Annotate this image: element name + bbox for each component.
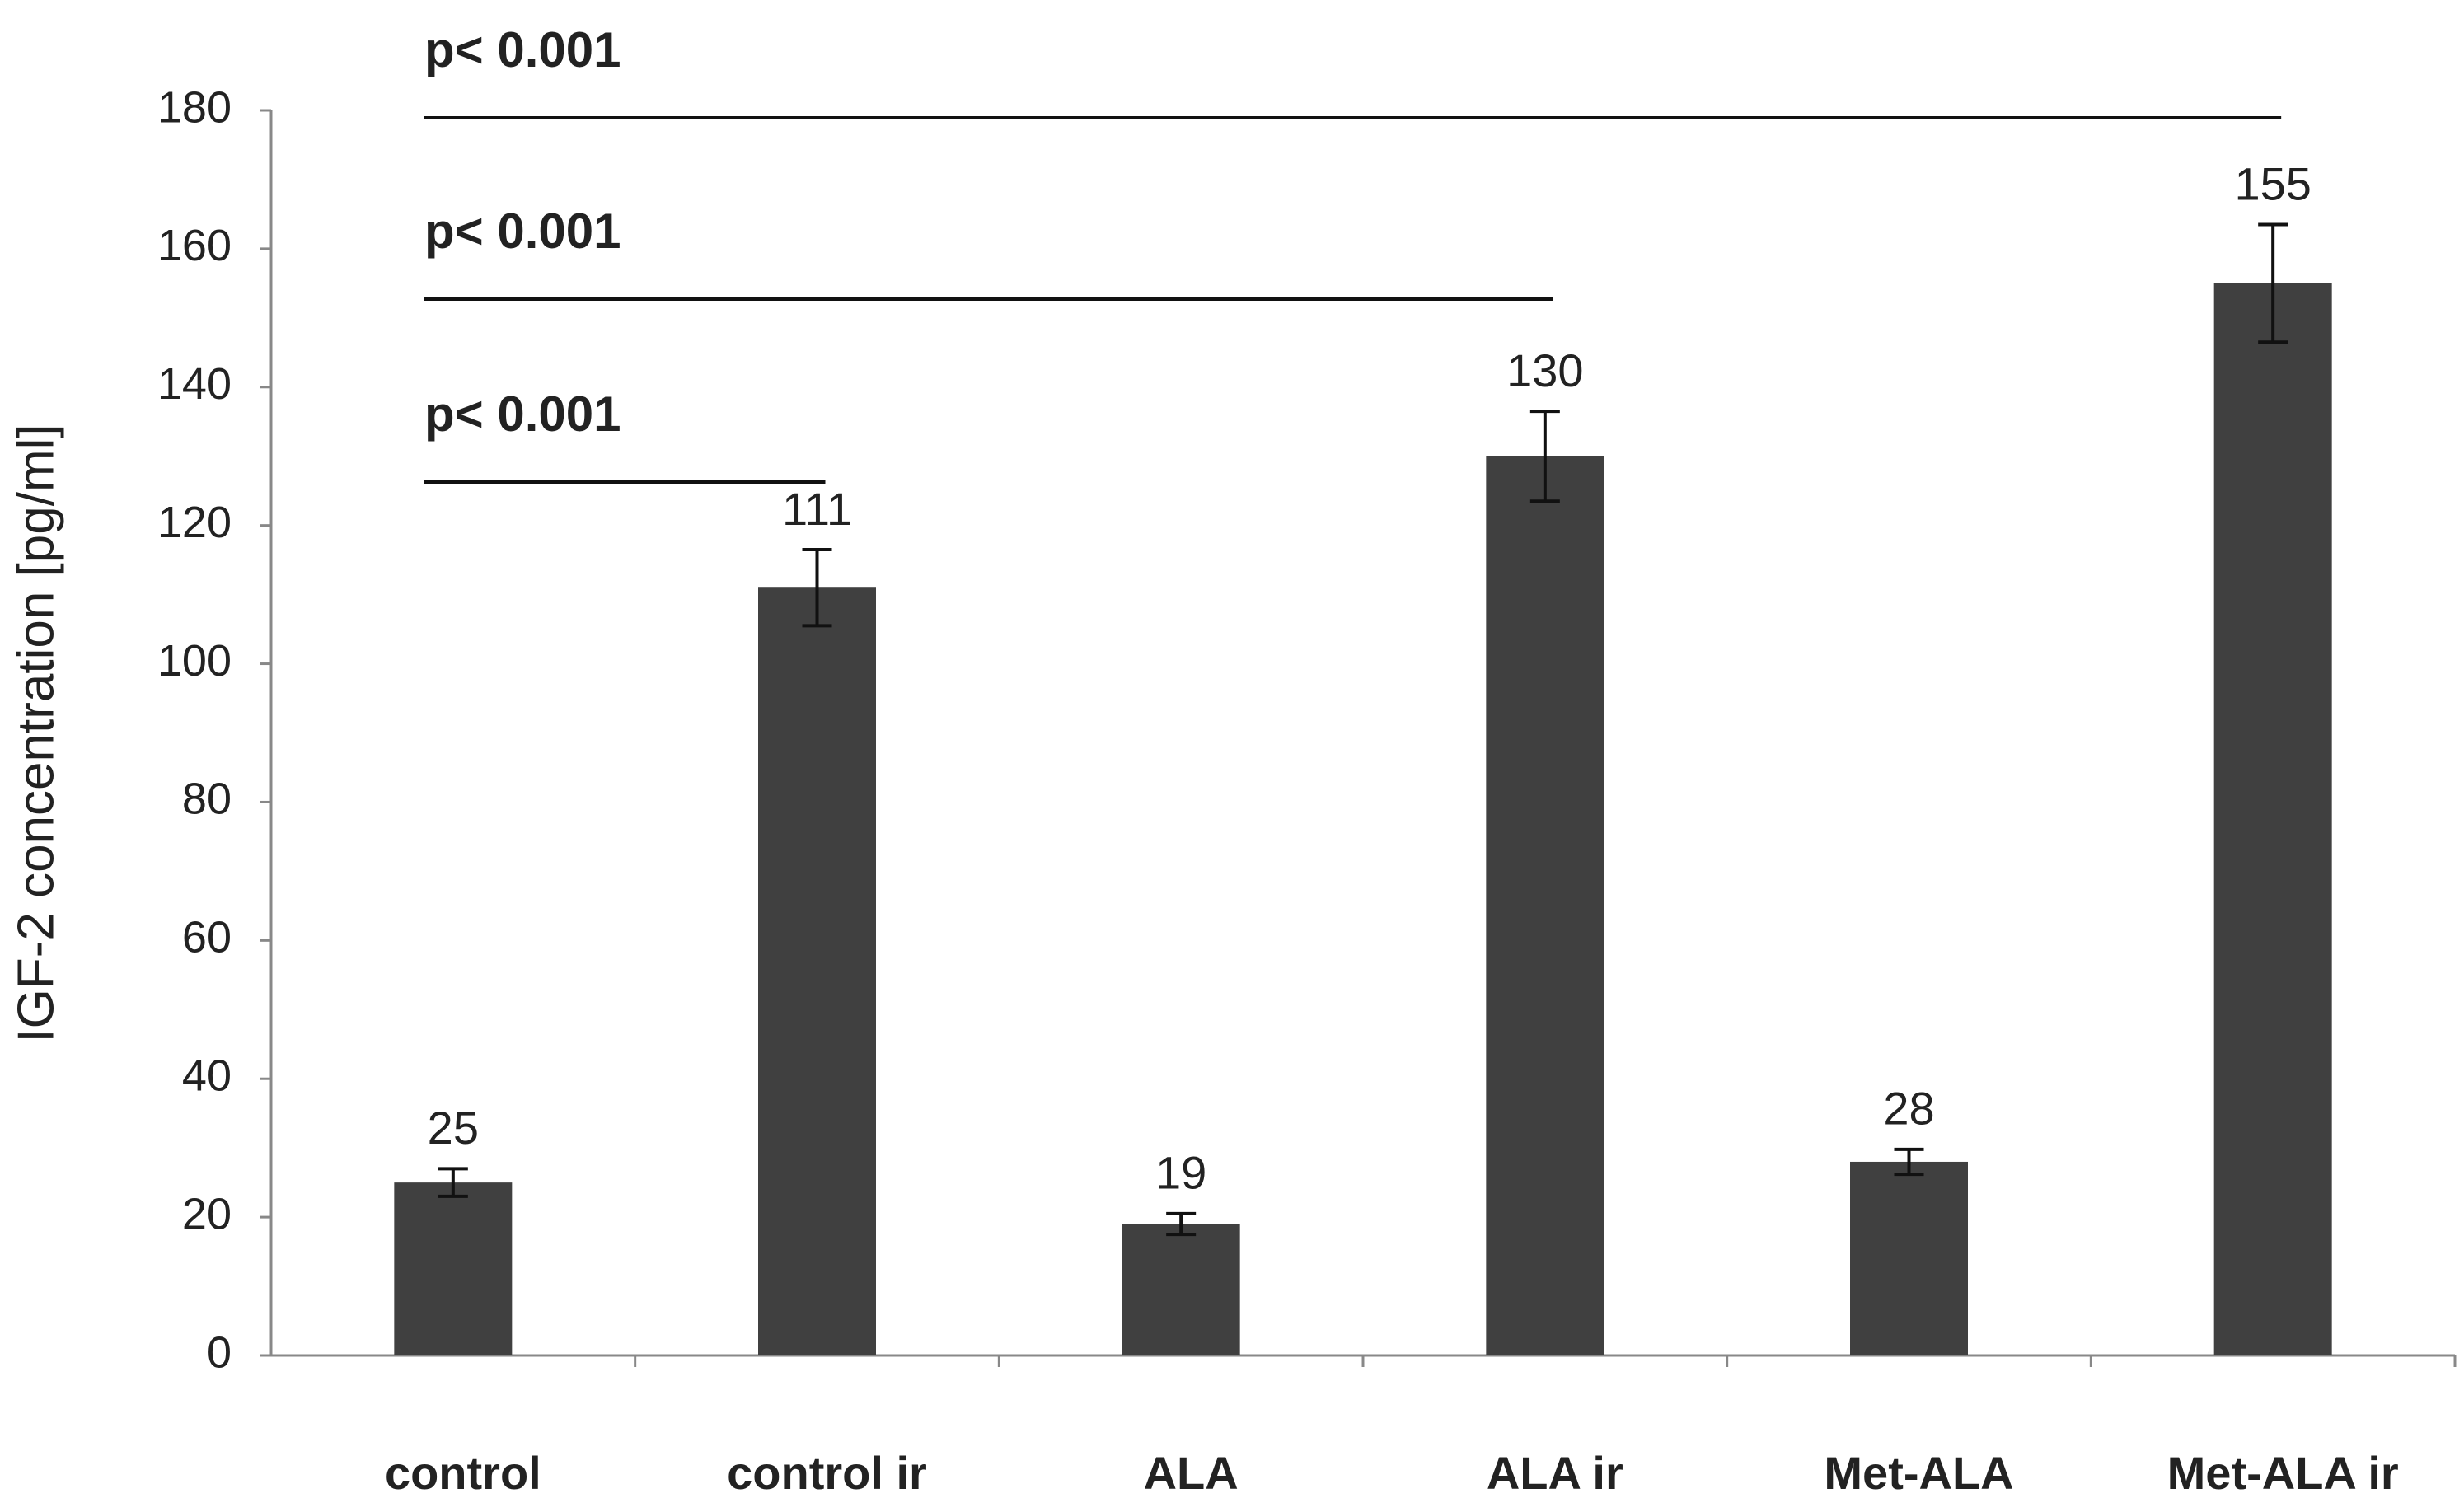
value-label: 28 [1883,1083,1934,1135]
y-tick-label: 80 [182,775,232,824]
y-tick-label: 140 [157,359,232,409]
x-tick-label: Met-ALA [1824,1447,2013,1499]
bar [1486,456,1604,1356]
bar [758,587,876,1355]
bar [1122,1224,1240,1355]
error-bar [1529,410,1560,503]
significance-label: p< 0.001 [424,22,621,77]
error-bar [438,1167,468,1198]
x-tick-label: control [385,1447,541,1499]
x-tick-label: Met-ALA ir [2167,1447,2399,1499]
value-label: 111 [782,483,852,535]
error-bar [802,548,832,628]
x-tick-label: ALA [1144,1447,1239,1499]
bar [394,1182,513,1355]
y-tick-label: 0 [207,1327,232,1377]
x-tick-label: ALA ir [1487,1447,1623,1499]
error-bar [1894,1147,1924,1177]
error-bar [2258,222,2288,344]
y-axis-title: IGF-2 concentration [pg/ml] [7,424,64,1042]
y-tick-label: 180 [157,82,232,132]
y-tick-label: 120 [157,498,232,547]
y-tick-label: 160 [157,221,232,270]
bar [2213,283,2332,1356]
error-bar [1166,1211,1197,1237]
y-tick-label: 100 [157,636,232,686]
value-label: 25 [428,1102,479,1154]
y-tick-label: 40 [182,1051,232,1100]
value-label: 19 [1155,1147,1206,1199]
value-label: 155 [2234,157,2311,209]
x-tick-label: control ir [727,1447,927,1499]
bar [1850,1161,1968,1355]
y-tick-label: 60 [182,913,232,962]
significance-label: p< 0.001 [424,204,621,259]
value-label: 130 [1506,344,1583,396]
y-tick-label: 20 [182,1189,232,1238]
significance-label: p< 0.001 [424,386,621,442]
